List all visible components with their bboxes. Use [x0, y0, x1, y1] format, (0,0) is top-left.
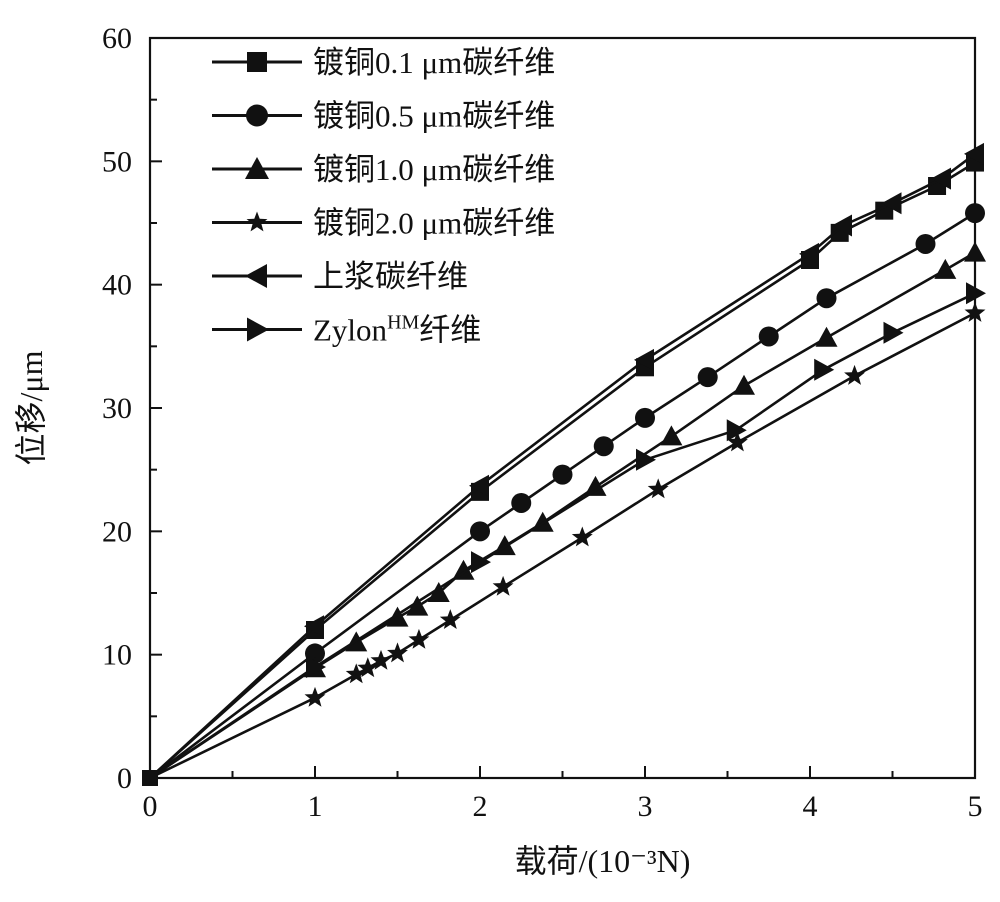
legend-label: ZylonHM纤维 [313, 312, 481, 348]
data-point [814, 358, 835, 381]
data-point [439, 609, 461, 630]
data-point [964, 241, 986, 262]
data-point [471, 551, 491, 574]
x-tick-label: 4 [803, 790, 818, 823]
data-point [931, 167, 951, 190]
data-point [406, 595, 429, 616]
data-point [304, 615, 324, 638]
y-tick-label: 10 [102, 639, 132, 672]
x-tick-label: 2 [473, 790, 488, 823]
data-point [726, 419, 747, 442]
legend-label: 镀铜0.1 μm碳纤维 [313, 45, 555, 80]
series-5 [149, 142, 984, 779]
y-tick-label: 20 [102, 515, 132, 548]
data-point [304, 686, 326, 707]
legend-item: 镀铜1.0 μm碳纤维 [212, 152, 555, 187]
series-2 [149, 203, 985, 780]
data-point [470, 521, 490, 542]
legend-item: 镀铜0.5 μm碳纤维 [212, 99, 555, 134]
data-point [306, 656, 326, 678]
data-point [246, 104, 268, 127]
series-line [149, 251, 976, 780]
data-point [571, 526, 593, 547]
data-point [965, 203, 985, 224]
legend-label: 上浆碳纤维 [313, 259, 468, 294]
y-axis-title: 位移/μm [13, 350, 49, 465]
series-line [149, 311, 976, 780]
data-point [697, 367, 718, 388]
data-point [247, 52, 267, 72]
data-point [634, 348, 654, 371]
legend-item: 镀铜0.1 μm碳纤维 [212, 45, 555, 80]
x-tick-label: 5 [968, 790, 983, 823]
data-point [245, 264, 267, 288]
data-point [636, 448, 656, 471]
legend-item: 上浆碳纤维 [212, 259, 468, 294]
data-point [370, 649, 392, 670]
data-point [816, 288, 837, 309]
y-tick-label: 60 [102, 22, 132, 55]
series-layer [142, 142, 986, 786]
data-point [726, 431, 748, 452]
series-4 [149, 302, 986, 780]
data-point [966, 282, 986, 305]
data-point [387, 642, 408, 663]
y-tick-label: 30 [102, 392, 132, 425]
data-point [511, 492, 532, 513]
data-point [247, 317, 269, 342]
series-line [149, 211, 976, 780]
y-tick-label: 50 [102, 145, 132, 178]
data-point [245, 157, 269, 179]
data-point [142, 770, 158, 786]
series-3 [149, 241, 986, 780]
legend-item: 镀铜2.0 μm碳纤维 [212, 206, 555, 241]
data-point [660, 425, 683, 446]
series-line [149, 292, 976, 780]
data-point [915, 233, 936, 254]
data-point [552, 464, 573, 485]
data-point [799, 242, 819, 265]
data-point [733, 374, 755, 395]
data-point [584, 475, 607, 496]
legend-label: 镀铜0.5 μm碳纤维 [313, 99, 555, 134]
data-point [357, 657, 379, 678]
data-point [758, 326, 779, 347]
x-tick-label: 0 [143, 790, 158, 823]
data-point [386, 606, 409, 627]
series-6 [149, 282, 986, 780]
data-point [844, 364, 866, 385]
legend-item: ZylonHM纤维 [212, 312, 481, 348]
data-point [246, 211, 268, 232]
data-point [647, 478, 669, 499]
data-point [815, 326, 838, 347]
data-point [469, 474, 489, 497]
x-tick-label: 3 [638, 790, 653, 823]
legend-label: 镀铜1.0 μm碳纤维 [313, 152, 555, 187]
data-point [492, 575, 514, 596]
data-point [427, 582, 450, 602]
data-point [883, 321, 904, 344]
data-point [964, 142, 984, 165]
y-tick-label: 0 [117, 762, 132, 795]
data-point [345, 663, 367, 684]
data-point [408, 628, 430, 649]
data-point [964, 302, 986, 322]
y-tick-label: 40 [102, 269, 132, 302]
legend-label: 镀铜2.0 μm碳纤维 [313, 206, 555, 241]
data-point [635, 407, 655, 428]
data-point [881, 192, 902, 215]
data-point [832, 214, 852, 237]
data-point [934, 258, 957, 279]
x-axis-title: 载荷/(10⁻³N) [515, 843, 691, 879]
x-tick-label: 1 [308, 790, 323, 823]
data-point [593, 436, 614, 457]
